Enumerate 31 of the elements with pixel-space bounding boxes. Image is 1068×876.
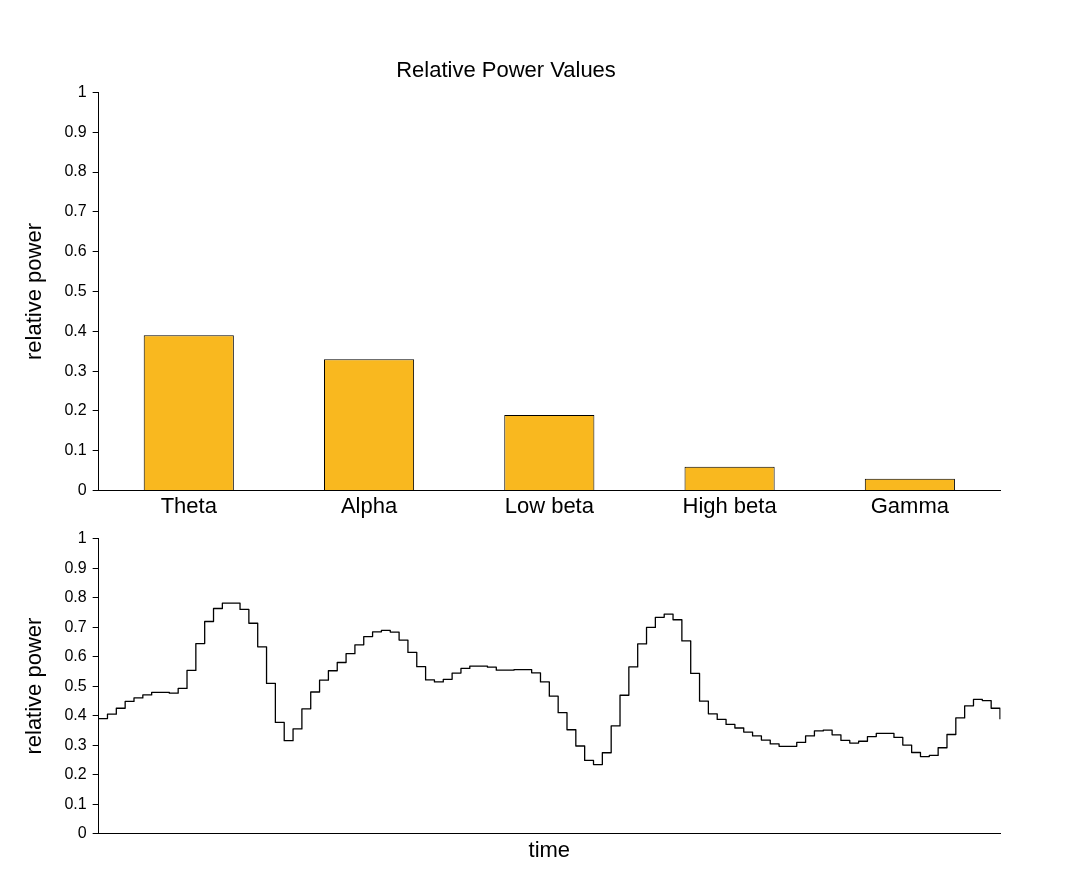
y-tick-label: 0.3 [64, 735, 87, 753]
y-tick-label: 1 [77, 529, 87, 547]
y-tick-label: 0.3 [64, 361, 87, 379]
y-tick-label: 0.5 [64, 676, 87, 694]
y-tick-label: 0.8 [64, 162, 87, 180]
y-tick-label: 0.5 [64, 281, 87, 299]
y-tick-label: 0.7 [64, 617, 87, 635]
x-tick-label: High beta [682, 492, 778, 518]
x-tick-label: Alpha [340, 492, 398, 518]
x-tick-label: Low beta [504, 492, 595, 518]
y-axis-title: relative power [21, 617, 47, 755]
y-tick-label: 0.9 [64, 558, 87, 576]
y-tick-label: 0.1 [64, 441, 87, 459]
y-tick-label: 0.2 [64, 765, 87, 783]
y-tick-label: 0.1 [64, 794, 87, 812]
x-tick-label: Theta [160, 492, 218, 518]
y-tick-label: 0 [77, 481, 87, 499]
y-tick-label: 0.2 [64, 401, 87, 419]
x-axis-title: time [528, 836, 571, 862]
chart-title: Relative Power Values [396, 57, 616, 83]
y-tick-label: 0.4 [64, 706, 87, 724]
y-tick-label: 0.8 [64, 588, 87, 606]
y-axis-title: relative power [21, 223, 47, 360]
y-tick-label: 0.9 [64, 122, 87, 140]
x-tick-label: Gamma [870, 492, 950, 518]
y-tick-label: 0.6 [64, 647, 87, 665]
y-tick-label: 0 [77, 824, 87, 842]
y-tick-label: 0.4 [64, 321, 87, 339]
y-tick-label: 0.7 [64, 202, 87, 220]
y-tick-label: 0.6 [64, 242, 87, 260]
y-tick-label: 1 [77, 82, 87, 100]
